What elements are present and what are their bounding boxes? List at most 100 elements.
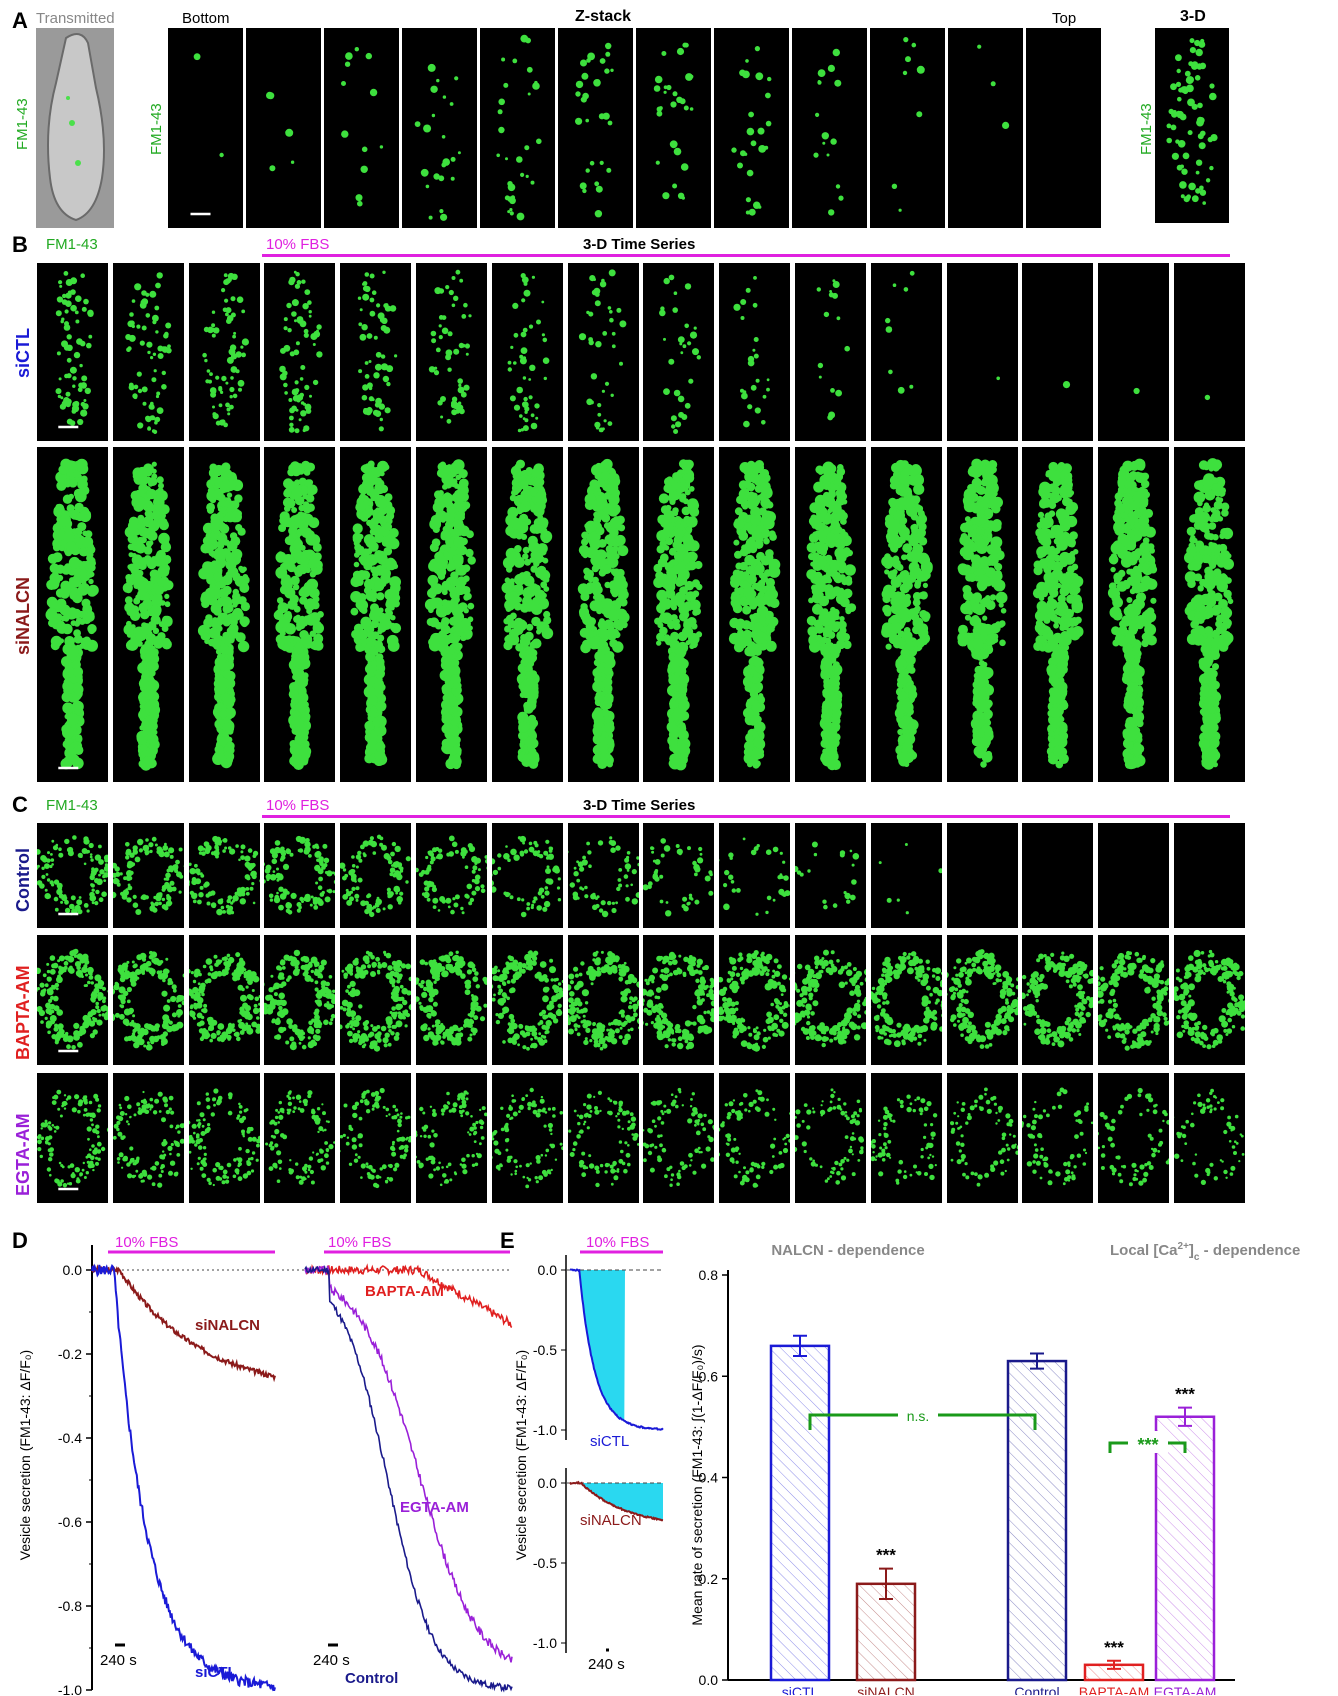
c-control-frame-11 xyxy=(870,823,942,928)
b-row-label-sictl: siCTL xyxy=(13,327,33,378)
b-sinalcn-frame-5 xyxy=(416,447,487,782)
d-ytick-label: -0.8 xyxy=(58,1598,82,1614)
e-top-trace xyxy=(569,1268,664,1431)
b-sinalcn-frame-2 xyxy=(188,447,260,782)
significance-bapta-am: *** xyxy=(1104,1638,1124,1657)
a-dye-label-zstack: FM1-43 xyxy=(148,103,165,155)
zstack-frame-8 xyxy=(792,28,867,228)
c-egta-frame-13 xyxy=(1022,1073,1094,1203)
d-label-egta: EGTA-AM xyxy=(400,1499,469,1516)
e-ylabel: Vesicle secretion (FM1-43: ΔF/F₀) xyxy=(513,1350,529,1560)
c-egta-frame-11 xyxy=(870,1073,942,1203)
bar-label-control: Control xyxy=(1014,1684,1059,1695)
b-sictl-frame-15 xyxy=(1174,263,1245,441)
b-sictl-frame-7 xyxy=(567,263,639,441)
d-fbs-label-right: 10% FBS xyxy=(328,1234,391,1251)
d-label-bapta: BAPTA-AM xyxy=(365,1283,444,1300)
zstack-frame-3 xyxy=(402,28,477,228)
d-trace-bapta xyxy=(304,1263,513,1328)
panel-letter-a: A xyxy=(12,8,28,33)
c-bapta-frame-9 xyxy=(719,935,791,1065)
c-egta-frame-0 xyxy=(37,1073,108,1203)
d-fbs-label-left: 10% FBS xyxy=(115,1234,178,1251)
a-dye-label-3d: FM1-43 xyxy=(1138,103,1155,155)
c-egta-frame-1 xyxy=(112,1073,184,1203)
c-egta-frame-10 xyxy=(795,1073,866,1203)
errorbar-egta-am xyxy=(1178,1406,1192,1427)
c-egta-frame-8 xyxy=(643,1073,715,1203)
c-control-frame-13 xyxy=(1022,823,1094,928)
c-control-frame-15 xyxy=(1174,823,1245,928)
b-sinalcn-frame-1 xyxy=(112,447,184,782)
b-sictl-frame-6 xyxy=(491,263,563,441)
panel-letter-e: E xyxy=(500,1228,515,1253)
bar-egta-am xyxy=(1154,1415,1216,1682)
c-egta-frame-3 xyxy=(264,1073,336,1203)
c-bapta-frame-10 xyxy=(795,935,866,1065)
b-sinalcn-frame-8 xyxy=(643,447,715,782)
c-bapta-frame-4 xyxy=(340,935,412,1065)
zstack-frame-4 xyxy=(480,28,555,228)
zstack-frame-6 xyxy=(636,28,711,228)
c-control-frame-0 xyxy=(37,823,108,928)
a-dye-label-left: FM1-43 xyxy=(14,98,31,150)
c-egta-frame-7 xyxy=(567,1073,639,1203)
threed-image xyxy=(1155,28,1229,223)
d-ytick-label: -1.0 xyxy=(58,1682,82,1695)
b-sinalcn-frame-11 xyxy=(870,447,942,782)
b-sictl-frame-8 xyxy=(643,263,715,441)
panel-e-bar-chart: Mean rate of secretion (FM1-43: ∫(1-ΔF/F… xyxy=(689,1241,1300,1695)
zstack-top-label: Top xyxy=(1052,10,1077,27)
b-sictl-frame-14 xyxy=(1098,263,1170,441)
d-label-sinalcn: siNALCN xyxy=(195,1317,260,1334)
d-label-control: Control xyxy=(345,1670,398,1687)
ns-bracket-gap xyxy=(898,1405,938,1425)
e-bottom-trace-label: siNALCN xyxy=(580,1512,642,1529)
b-sictl-frame-11 xyxy=(870,263,942,441)
c-row-label-bapta: BAPTA-AM xyxy=(13,965,33,1060)
panel-letter-d: D xyxy=(12,1228,28,1253)
e-bottom-ytick-label: -1.0 xyxy=(533,1635,557,1651)
c-row-label-egta: EGTA-AM xyxy=(13,1113,33,1196)
d-label-sictl: siCTL xyxy=(195,1664,237,1681)
b-sictl-frame-9 xyxy=(719,263,791,441)
b-sinalcn-frame-9 xyxy=(719,447,791,782)
significance-egta-am: *** xyxy=(1175,1385,1195,1404)
c-bapta-frame-2 xyxy=(188,935,260,1065)
c-bapta-frame-3 xyxy=(264,935,336,1065)
b-sictl-frame-2 xyxy=(188,263,260,441)
c-fbs-label: 10% FBS xyxy=(266,797,330,814)
bar-ytick-label: 0.8 xyxy=(699,1267,719,1283)
errorbar-bapta-am xyxy=(1107,1659,1121,1670)
c-bapta-frame-8 xyxy=(643,935,715,1065)
c-bapta-frame-15 xyxy=(1174,935,1245,1065)
c-bapta-frame-7 xyxy=(567,935,639,1065)
c-egta-frame-6 xyxy=(491,1073,563,1203)
c-egta-frame-12 xyxy=(946,1073,1018,1203)
bar-label-sictl: siCTL xyxy=(782,1684,819,1695)
b-series-title: 3-D Time Series xyxy=(583,236,696,253)
e-bottom-ytick-label: -0.5 xyxy=(533,1555,557,1571)
b-sictl-frame-3 xyxy=(264,263,336,441)
e-top-ytick-label: 0.0 xyxy=(538,1262,558,1278)
c-bapta-frame-13 xyxy=(1022,935,1094,1065)
c-bapta-frame-6 xyxy=(491,935,563,1065)
c-bapta-frame-5 xyxy=(416,935,487,1065)
c-control-frame-4 xyxy=(340,823,412,928)
d-trace-control xyxy=(304,1264,513,1693)
bar-control xyxy=(1006,1359,1068,1682)
b-sictl-frame-4 xyxy=(340,263,412,441)
c-egta-frame-2 xyxy=(188,1073,260,1203)
c-egta-frame-14 xyxy=(1098,1073,1170,1203)
sig-bracket-gap xyxy=(1128,1431,1168,1453)
b-sictl-frame-13 xyxy=(1022,263,1094,441)
b-sinalcn-frame-13 xyxy=(1022,447,1094,782)
b-fbs-bar xyxy=(262,254,1230,257)
d-trace-sictl xyxy=(91,1263,276,1692)
d-ytick-label: -0.6 xyxy=(58,1514,82,1530)
zstack-title: Z-stack xyxy=(575,8,632,25)
c-bapta-frame-12 xyxy=(946,935,1018,1065)
c-egta-frame-15 xyxy=(1174,1073,1245,1203)
b-sictl-frame-1 xyxy=(112,263,184,441)
bar-ytick-label: 0.6 xyxy=(699,1368,719,1384)
